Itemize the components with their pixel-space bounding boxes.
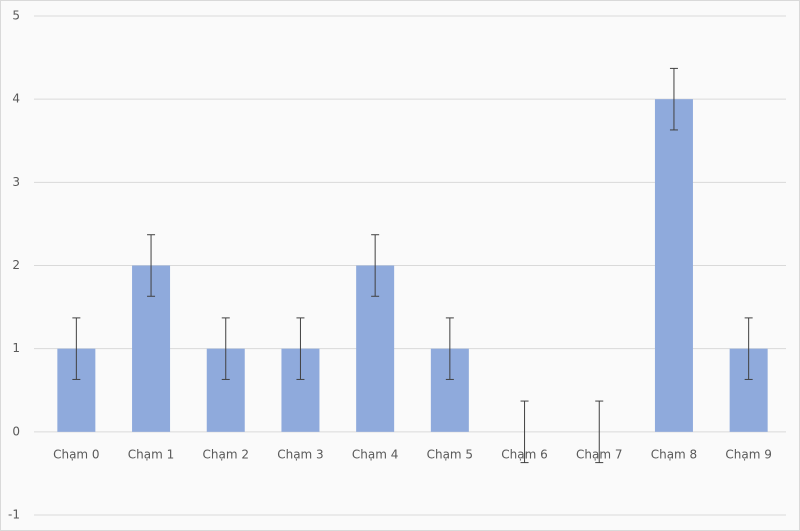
error-bar: [520, 400, 529, 464]
error-bar: [221, 317, 230, 380]
bar: [654, 99, 693, 432]
error-bar: [595, 400, 604, 464]
y-tick-label: 5: [12, 9, 20, 23]
error-bar: [72, 317, 81, 380]
error-bar: [744, 317, 753, 380]
y-tick-label: 0: [12, 424, 20, 438]
x-tick-label: Chạm 1: [128, 447, 174, 461]
y-tick-label: 4: [12, 92, 20, 106]
y-tick-label: 3: [12, 175, 20, 189]
y-tick-label: 1: [12, 341, 20, 355]
x-tick-label: Chạm 4: [352, 447, 398, 461]
error-bar: [669, 67, 678, 131]
x-tick-label: Chạm 3: [277, 447, 323, 461]
error-bar: [296, 317, 305, 380]
x-tick-label: Chạm 8: [651, 447, 697, 461]
x-tick-label: Chạm 2: [203, 447, 249, 461]
error-bar: [147, 234, 156, 297]
error-bar: [445, 317, 454, 380]
y-tick-label: -1: [8, 508, 20, 522]
x-tick-label: Chạm 9: [725, 447, 771, 461]
error-bar: [371, 234, 380, 297]
y-tick-label: 2: [12, 258, 20, 272]
x-tick-label: Chạm 5: [427, 447, 473, 461]
x-tick-label: Chạm 0: [53, 447, 99, 461]
